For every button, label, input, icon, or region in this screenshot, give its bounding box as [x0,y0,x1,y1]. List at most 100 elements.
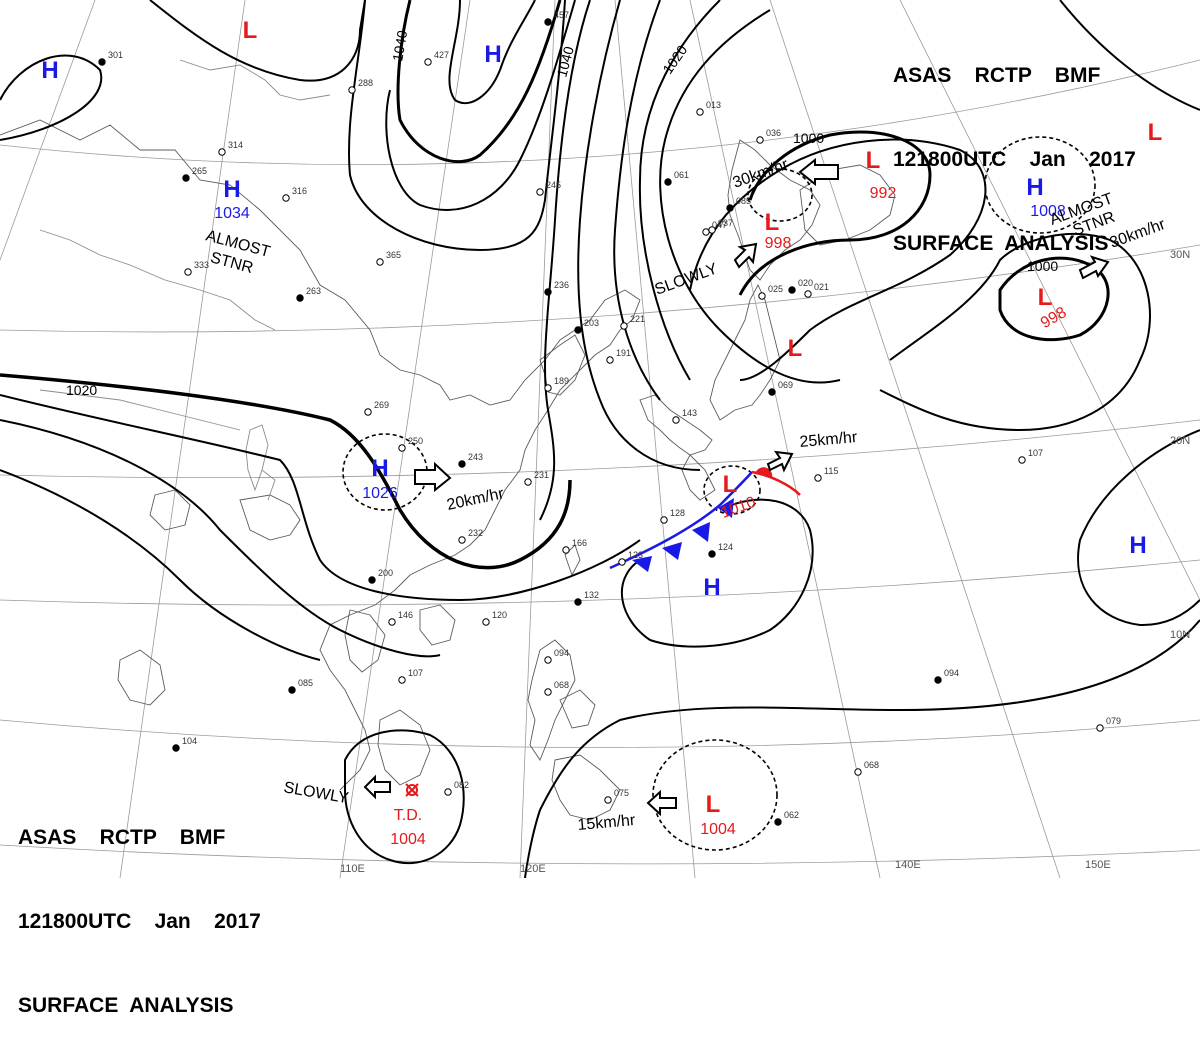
station-pressure: 132 [584,590,599,600]
station-pressure: 245 [546,180,561,190]
station-pressure: 265 [192,166,207,176]
station-circle [458,536,466,544]
station-pressure: 232 [468,528,483,538]
high-center-symbol: H [371,455,388,482]
low-center-symbol: L [1148,119,1163,146]
station-pressure: 200 [378,568,393,578]
low-center-symbol: L [243,17,258,44]
low-center-symbol: L [723,471,738,498]
station-circle [288,686,296,694]
station-pressure: 124 [718,542,733,552]
pressure-value: 1008 [1030,203,1066,220]
station-pressure: 457 [554,10,569,20]
station-circle [664,178,672,186]
station-pressure: 263 [306,286,321,296]
station-pressure: 314 [228,140,243,150]
pressure-value: 992 [870,185,897,202]
station-pressure: 427 [434,50,449,60]
movement-label: 25km/hr [799,429,859,451]
motion-arrows [363,157,1110,817]
station-pressure: 191 [616,348,631,358]
station-circle [296,294,304,302]
station-pressure: 243 [468,452,483,462]
tropical-depression-symbol [405,783,419,797]
station-circle [618,558,626,566]
latitude-label: 30N [1170,249,1190,261]
pressure-value: 1026 [362,485,398,502]
high-center-symbol: H [41,57,58,84]
station-circle [726,204,734,212]
low-center-symbol: L [1038,284,1053,311]
station-circle [620,322,628,330]
station-circle [424,58,432,66]
station-circle [368,576,376,584]
graticule [0,0,1200,878]
low-center-symbol: L [765,209,780,236]
station-pressure: 301 [108,50,123,60]
high-center-symbol: H [1026,174,1043,201]
isobars [0,0,1200,878]
station-pressure: 146 [398,610,413,620]
station-circle [562,546,570,554]
chart-header-top: ASAS RCTP BMF 121800UTC Jan 2017 SURFACE… [893,6,1136,286]
station-circle [804,290,812,298]
station-circle [482,618,490,626]
station-circle [756,136,764,144]
station-pressure: 062 [784,810,799,820]
station-plots: 301 288 427 457 314 316 265 365 333 263 250 245 236 1… [98,10,1121,826]
station-pressure: 269 [374,400,389,410]
station-circle [544,384,552,392]
station-pressure: 069 [778,380,793,390]
graticule-labels: 30N 20N 10N 110E 120E 140E 150E [340,249,1190,875]
low-center-symbol: L [788,335,803,362]
pressure-value: 998 [765,235,792,252]
longitude-label: 140E [895,859,921,871]
station-circle [398,444,406,452]
station-circle [604,796,612,804]
station-pressure: 107 [1028,448,1043,458]
station-circle [660,516,668,524]
station-circle [182,174,190,182]
pressure-value: 1034 [214,205,250,222]
station-pressure: 068 [864,760,879,770]
station-circle [444,788,452,796]
station-pressure: 021 [814,282,829,292]
latitude-label: 10N [1170,629,1190,641]
station-circle [364,408,372,416]
station-circle [574,598,582,606]
station-circle [1018,456,1026,464]
station-circle [672,416,680,424]
station-pressure: 166 [572,538,587,548]
pressure-value: 1004 [700,821,736,838]
station-pressure: 079 [1106,716,1121,726]
warm-front [751,467,801,496]
longitude-label: 110E [340,863,365,875]
station-pressure: 221 [630,314,645,324]
station-pressure: 316 [292,186,307,196]
station-circle [544,656,552,664]
station-circle [218,148,226,156]
station-circle [708,550,716,558]
station-circle [788,286,796,294]
station-pressure: 025 [768,284,783,294]
high-center-symbol: H [1129,532,1146,559]
isobar-label: 1000 [1027,258,1058,274]
header-line: 121800UTC Jan 2017 [893,148,1136,171]
low-center-symbol: L [706,791,721,818]
station-pressure: 068 [554,680,569,690]
station-circle [854,768,862,776]
station-pressure: 037 [718,218,733,228]
station-pressure: 123 [628,550,643,560]
movement-label: 15km/hr [577,812,637,834]
station-pressure: 128 [670,508,685,518]
station-circle [696,108,704,116]
station-circle [524,478,532,486]
station-circle [348,86,356,94]
high-center-symbol: H [703,574,720,601]
tropical-depression-label: T.D. [394,807,422,824]
station-pressure: 085 [298,678,313,688]
station-pressure: 115 [824,466,838,476]
station-pressure: 231 [534,470,549,480]
station-pressure: 288 [358,78,373,88]
station-pressure: 143 [682,408,697,418]
